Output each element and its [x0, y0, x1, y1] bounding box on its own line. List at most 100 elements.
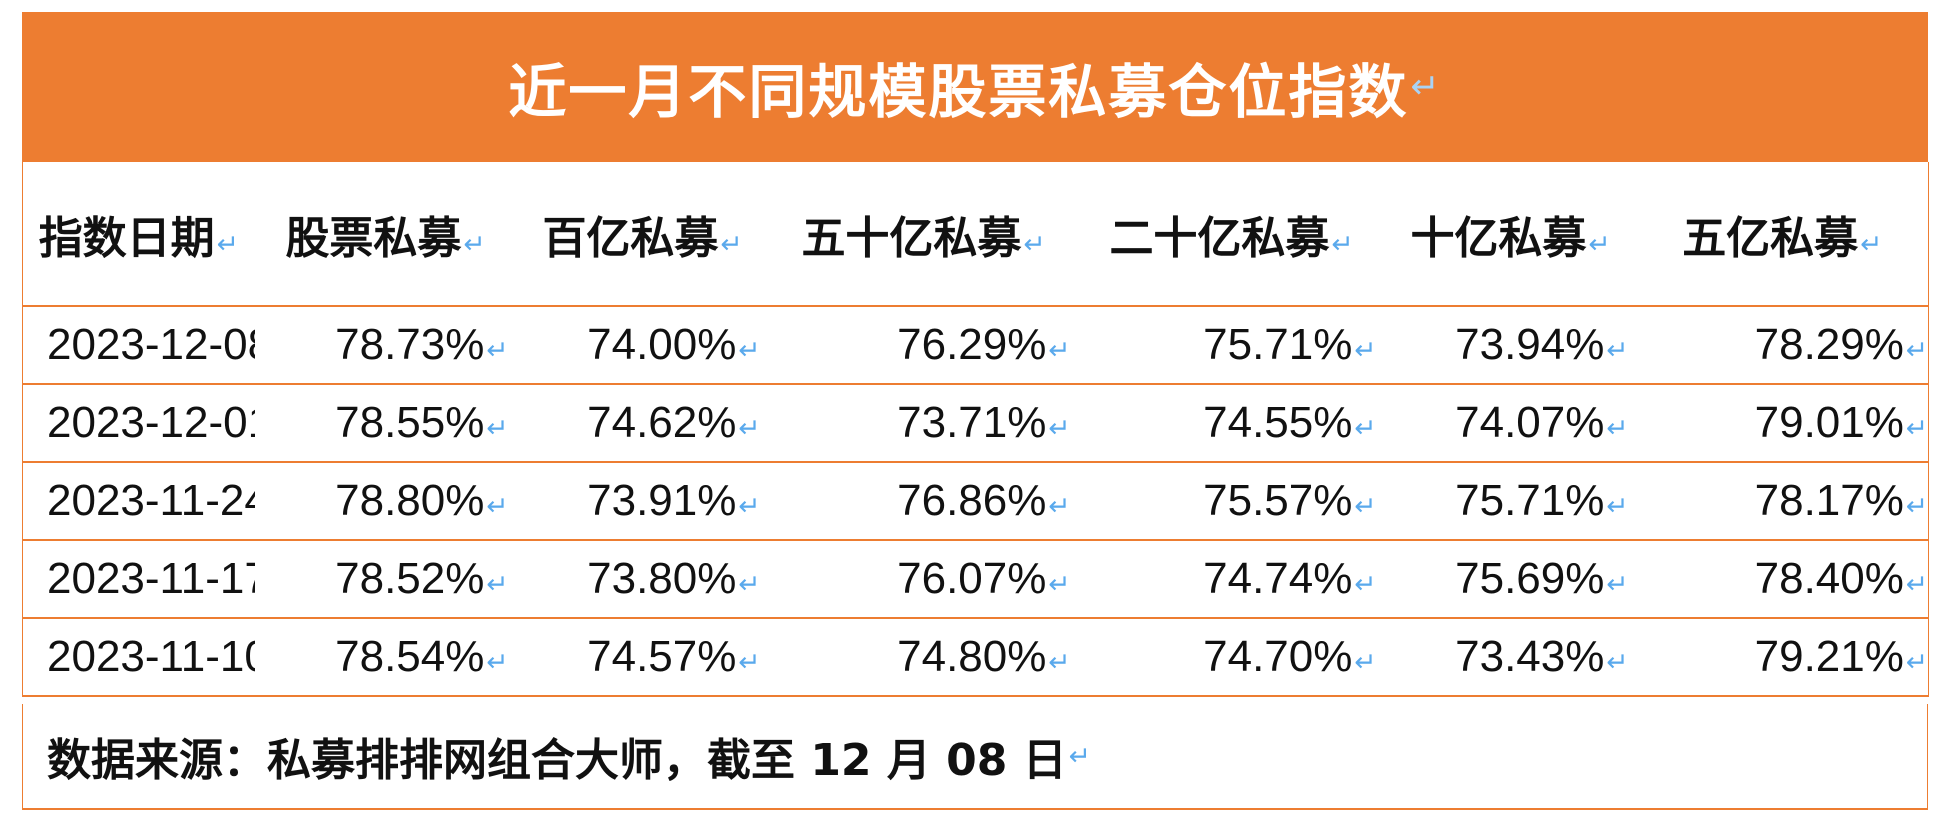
cell-value: 79.21% — [1754, 632, 1904, 681]
cell-value: 78.55% — [335, 398, 485, 447]
cell-value: 75.71% — [1455, 476, 1605, 525]
return-mark-icon: ↵ — [1606, 647, 1629, 677]
cell-value: 76.29% — [897, 320, 1047, 369]
return-mark-icon: ↵ — [1410, 67, 1442, 107]
column-header-label: 指数日期 — [38, 212, 215, 264]
column-header: 五十亿私募↵ — [768, 162, 1079, 307]
return-mark-icon: ↵ — [1048, 413, 1071, 443]
return-mark-icon: ↵ — [738, 491, 761, 521]
table-row: 2023-12-08↵78.73%↵74.00%↵76.29%↵75.71%↵7… — [22, 306, 1929, 385]
index-date-cell: 2023-11-24↵ — [22, 462, 255, 541]
position-value-cell: 74.70%↵ — [1078, 618, 1385, 697]
position-value-cell: 75.71%↵ — [1384, 462, 1637, 541]
return-mark-icon: ↵ — [720, 228, 743, 260]
table-title-bar: 近一月不同规模股票私募仓位指数 ↵ — [22, 12, 1928, 162]
column-header-label: 百亿私募 — [542, 212, 719, 264]
cell-value: 78.40% — [1754, 554, 1904, 603]
header-row: 指数日期↵ 股票私募↵ 百亿私募↵ 五十亿私募↵ 二十亿私募↵ 十亿私募↵ 五亿私募↵ — [22, 162, 1929, 307]
cell-value: 2023-12-08 — [47, 320, 255, 369]
return-mark-icon: ↵ — [1048, 647, 1071, 677]
table-row: 2023-11-17↵78.52%↵73.80%↵76.07%↵74.74%↵7… — [22, 540, 1929, 619]
cell-value: 74.70% — [1203, 632, 1353, 681]
position-value-cell: 74.55%↵ — [1078, 384, 1385, 463]
position-value-cell: 74.74%↵ — [1078, 540, 1385, 619]
column-header: 十亿私募↵ — [1384, 162, 1637, 307]
position-value-cell: 79.21%↵ — [1636, 618, 1929, 697]
return-mark-icon: ↵ — [1331, 228, 1354, 260]
return-mark-icon: ↵ — [463, 228, 486, 260]
position-value-cell: 75.57%↵ — [1078, 462, 1385, 541]
index-date-cell: 2023-12-01↵ — [22, 384, 255, 463]
cell-value: 78.73% — [335, 320, 485, 369]
cell-value: 73.43% — [1455, 632, 1605, 681]
return-mark-icon: ↵ — [1023, 228, 1046, 260]
position-value-cell: 74.00%↵ — [516, 306, 769, 385]
return-mark-icon: ↵ — [486, 647, 509, 677]
position-value-cell: 78.40%↵ — [1636, 540, 1929, 619]
cell-value: 74.74% — [1203, 554, 1353, 603]
return-mark-icon: ↵ — [1606, 413, 1629, 443]
position-value-cell: 76.29%↵ — [768, 306, 1079, 385]
table-row: 2023-11-10↵78.54%↵74.57%↵74.80%↵74.70%↵7… — [22, 618, 1929, 697]
return-mark-icon: ↵ — [1068, 740, 1091, 772]
return-mark-icon: ↵ — [1905, 647, 1928, 677]
column-header-label: 股票私募 — [285, 212, 462, 264]
index-date-cell: 2023-11-17↵ — [22, 540, 255, 619]
position-value-cell: 78.73%↵ — [254, 306, 517, 385]
return-mark-icon: ↵ — [486, 569, 509, 599]
position-value-cell: 73.43%↵ — [1384, 618, 1637, 697]
position-value-cell: 78.55%↵ — [254, 384, 517, 463]
return-mark-icon: ↵ — [1860, 228, 1883, 260]
return-mark-icon: ↵ — [1048, 491, 1071, 521]
position-value-cell: 78.52%↵ — [254, 540, 517, 619]
position-index-table: 指数日期↵ 股票私募↵ 百亿私募↵ 五十亿私募↵ 二十亿私募↵ 十亿私募↵ 五亿私募↵ 20… — [22, 162, 1929, 697]
return-mark-icon: ↵ — [1354, 647, 1377, 677]
position-value-cell: 73.91%↵ — [516, 462, 769, 541]
cell-value: 78.54% — [335, 632, 485, 681]
position-value-cell: 78.29%↵ — [1636, 306, 1929, 385]
return-mark-icon: ↵ — [1354, 491, 1377, 521]
return-mark-icon: ↵ — [1606, 335, 1629, 365]
return-mark-icon: ↵ — [738, 335, 761, 365]
return-mark-icon: ↵ — [1588, 228, 1611, 260]
cell-value: 78.52% — [335, 554, 485, 603]
position-value-cell: 73.71%↵ — [768, 384, 1079, 463]
cell-value: 78.29% — [1754, 320, 1904, 369]
position-value-cell: 78.54%↵ — [254, 618, 517, 697]
cell-value: 76.07% — [897, 554, 1047, 603]
position-value-cell: 73.94%↵ — [1384, 306, 1637, 385]
column-header: 五亿私募↵ — [1636, 162, 1929, 307]
cell-value: 73.94% — [1455, 320, 1605, 369]
return-mark-icon: ↵ — [1905, 569, 1928, 599]
position-value-cell: 75.71%↵ — [1078, 306, 1385, 385]
return-mark-icon: ↵ — [1905, 491, 1928, 521]
position-value-cell: 76.07%↵ — [768, 540, 1079, 619]
table-row: 2023-12-01↵78.55%↵74.62%↵73.71%↵74.55%↵7… — [22, 384, 1929, 463]
column-header: 二十亿私募↵ — [1078, 162, 1385, 307]
column-header-label: 二十亿私募 — [1109, 212, 1330, 264]
position-value-cell: 74.07%↵ — [1384, 384, 1637, 463]
cell-value: 74.57% — [587, 632, 737, 681]
return-mark-icon: ↵ — [1606, 569, 1629, 599]
return-mark-icon: ↵ — [1354, 569, 1377, 599]
cell-value: 2023-12-01 — [47, 398, 255, 447]
cell-value: 2023-11-24 — [47, 476, 255, 525]
column-header: 指数日期↵ — [22, 162, 255, 307]
return-mark-icon: ↵ — [1354, 335, 1377, 365]
column-header: 股票私募↵ — [254, 162, 517, 307]
cell-value: 75.69% — [1455, 554, 1605, 603]
source-note: 数据来源：私募排排网组合大师，截至 12 月 08 日 ↵ — [22, 704, 1928, 810]
cell-value: 75.57% — [1203, 476, 1353, 525]
cell-value: 74.55% — [1203, 398, 1353, 447]
cell-value: 2023-11-17 — [47, 554, 255, 603]
return-mark-icon: ↵ — [738, 413, 761, 443]
return-mark-icon: ↵ — [738, 569, 761, 599]
cell-value: 74.80% — [897, 632, 1047, 681]
cell-value: 74.62% — [587, 398, 737, 447]
cell-value: 73.80% — [587, 554, 737, 603]
cell-value: 2023-11-10 — [47, 632, 255, 681]
return-mark-icon: ↵ — [1048, 569, 1071, 599]
cell-value: 76.86% — [897, 476, 1047, 525]
document-page: 近一月不同规模股票私募仓位指数 ↵ 指数日期↵ 股票私募↵ 百亿私募↵ 五十亿私募↵ 二十… — [22, 12, 1929, 810]
return-mark-icon: ↵ — [1905, 413, 1928, 443]
